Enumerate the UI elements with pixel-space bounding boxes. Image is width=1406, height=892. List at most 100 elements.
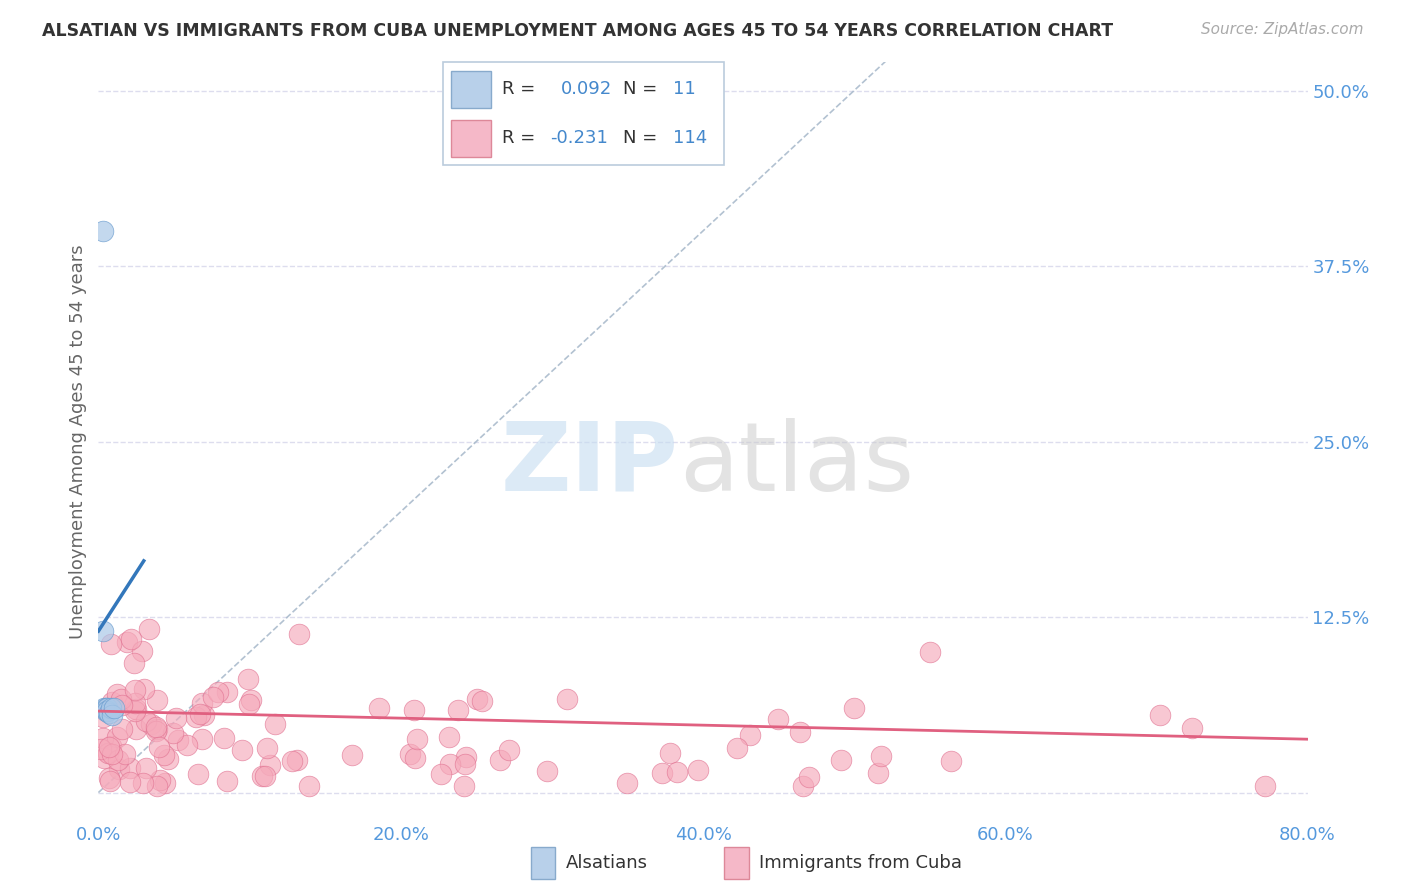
Point [167, 732, 190, 747]
Point [465, 691, 488, 706]
Text: ALSATIAN VS IMMIGRANTS FROM CUBA UNEMPLOYMENT AMONG AGES 45 TO 54 YEARS CORRELAT: ALSATIAN VS IMMIGRANTS FROM CUBA UNEMPLO… [42, 22, 1114, 40]
Point [98, 706, 121, 720]
Point [124, 704, 146, 718]
Text: 11: 11 [673, 80, 696, 98]
Point [240, 693, 263, 707]
Point [101, 695, 124, 709]
Point [1180, 721, 1202, 735]
Point [100, 739, 122, 753]
Point [115, 634, 138, 648]
FancyBboxPatch shape [724, 847, 749, 880]
Point [146, 779, 169, 793]
Point [191, 696, 214, 710]
Point [125, 702, 148, 716]
Point [868, 766, 890, 780]
Point [187, 767, 209, 781]
Point [145, 722, 167, 736]
Text: N =: N = [623, 129, 657, 147]
Point [489, 754, 512, 768]
Point [686, 764, 709, 778]
Point [298, 779, 321, 793]
Point [162, 726, 184, 740]
Point [869, 749, 891, 764]
Text: 114: 114 [673, 129, 707, 147]
Point [263, 716, 285, 731]
Point [792, 779, 814, 793]
FancyBboxPatch shape [451, 70, 491, 108]
Point [725, 740, 748, 755]
Point [439, 731, 461, 745]
Text: atlas: atlas [679, 417, 914, 511]
Text: Immigrants from Cuba: Immigrants from Cuba [759, 854, 962, 872]
Point [830, 753, 852, 767]
Point [342, 748, 364, 763]
Point [108, 762, 131, 776]
Point [766, 712, 789, 726]
Point [404, 703, 426, 717]
Point [252, 769, 274, 783]
Point [191, 732, 214, 747]
Point [288, 627, 311, 641]
Point [201, 690, 224, 704]
Point [536, 764, 558, 779]
Point [1149, 707, 1171, 722]
Point [153, 747, 176, 762]
Point [120, 775, 142, 789]
Point [100, 747, 122, 761]
Y-axis label: Unemployment Among Ages 45 to 54 years: Unemployment Among Ages 45 to 54 years [69, 244, 87, 639]
Point [110, 692, 132, 706]
Point [97, 746, 120, 760]
Point [98, 772, 121, 786]
Point [98, 739, 121, 754]
Point [188, 707, 211, 722]
Point [124, 682, 146, 697]
Text: -0.231: -0.231 [550, 129, 607, 147]
Point [789, 724, 811, 739]
Point [471, 694, 494, 708]
Point [114, 747, 136, 762]
Point [91, 624, 114, 639]
FancyBboxPatch shape [443, 62, 724, 165]
Point [93, 731, 115, 745]
Point [454, 750, 477, 764]
Point [94, 701, 117, 715]
Point [124, 697, 146, 711]
Point [253, 769, 276, 783]
Point [145, 720, 167, 734]
Point [122, 656, 145, 670]
Point [236, 673, 259, 687]
Point [139, 717, 162, 731]
Point [453, 779, 475, 793]
Point [238, 698, 260, 712]
Point [616, 775, 638, 789]
Point [103, 701, 125, 715]
Point [212, 731, 235, 746]
Point [447, 703, 470, 717]
Text: N =: N = [623, 80, 657, 98]
Point [738, 728, 761, 742]
Point [217, 773, 239, 788]
FancyBboxPatch shape [451, 120, 491, 157]
Point [101, 708, 124, 723]
Point [439, 756, 461, 771]
Point [207, 685, 229, 699]
Point [91, 224, 114, 238]
Point [156, 752, 179, 766]
Point [231, 743, 253, 757]
Point [454, 757, 477, 772]
Point [91, 710, 114, 724]
Point [149, 772, 172, 787]
Point [939, 754, 962, 768]
Point [135, 714, 157, 728]
Text: R =: R = [502, 80, 536, 98]
Point [111, 698, 134, 712]
Text: Source: ZipAtlas.com: Source: ZipAtlas.com [1201, 22, 1364, 37]
Point [398, 747, 420, 761]
Point [96, 701, 118, 715]
Point [658, 746, 681, 760]
Point [651, 766, 673, 780]
Text: 0.092: 0.092 [561, 80, 612, 98]
Point [368, 701, 391, 715]
Point [498, 743, 520, 757]
Point [430, 767, 453, 781]
